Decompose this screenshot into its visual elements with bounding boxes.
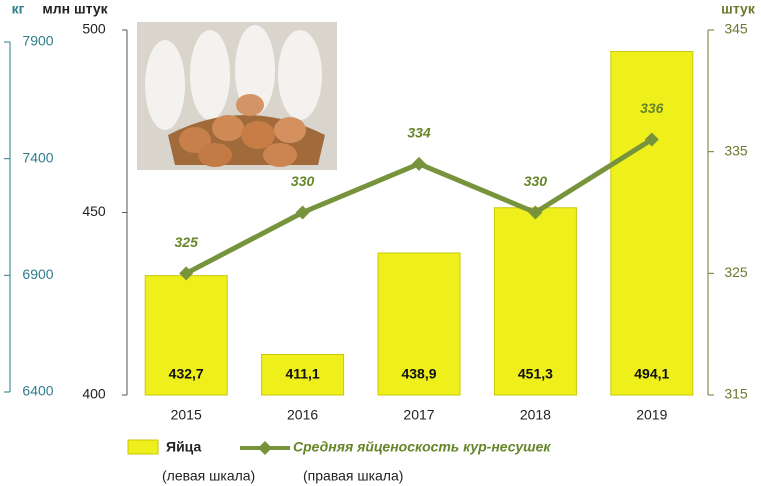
legend-marker (258, 441, 272, 455)
bar-value-label: 438,9 (401, 366, 436, 382)
legend-label: Средняя яйценоскость кур-несушек (293, 439, 551, 455)
y2-tick-label: 345 (724, 21, 748, 37)
y2-tick-label: 325 (724, 264, 748, 280)
line-value-label: 334 (407, 125, 431, 141)
bar-value-label: 451,3 (518, 366, 553, 382)
legend-note: (левая шкала) (162, 468, 255, 484)
legend-swatch (128, 440, 158, 454)
x-tick-label: 2018 (520, 407, 551, 423)
x-tick-label: 2016 (287, 407, 318, 423)
y2-tick-label: 335 (724, 142, 748, 158)
bar-value-label: 432,7 (169, 366, 204, 382)
bar-value-label: 411,1 (285, 366, 319, 382)
chart: кг млн штук штук 6400 6900 7400 7900 400 450 5… (0, 0, 761, 486)
y2-title: штук (721, 1, 756, 17)
y3-tick-label: 7900 (22, 33, 53, 49)
y3-title: кг (12, 1, 25, 17)
line-value-label: 330 (524, 173, 548, 189)
y3-tick-label: 6400 (22, 383, 53, 399)
x-tick-label: 2017 (403, 407, 434, 423)
line-point (412, 157, 426, 171)
y3-tick-label: 6900 (22, 266, 53, 282)
line-value-label: 330 (291, 173, 315, 189)
legend-label: Яйца (166, 439, 201, 455)
photo (137, 22, 337, 170)
x-tick-label: 2019 (636, 407, 667, 423)
y-tick-label: 450 (82, 203, 106, 219)
x-tick-label: 2015 (171, 407, 202, 423)
y3-tick-label: 7400 (22, 149, 53, 165)
y-tick-label: 400 (82, 386, 106, 402)
y-title: млн штук (42, 1, 108, 17)
line-value-label: 336 (640, 100, 664, 116)
y-tick-label: 500 (82, 21, 106, 37)
y2-tick-label: 315 (724, 386, 748, 402)
legend-note: (правая шкала) (303, 468, 403, 484)
line-value-label: 325 (175, 234, 199, 250)
bar-value-label: 494,1 (634, 366, 669, 382)
